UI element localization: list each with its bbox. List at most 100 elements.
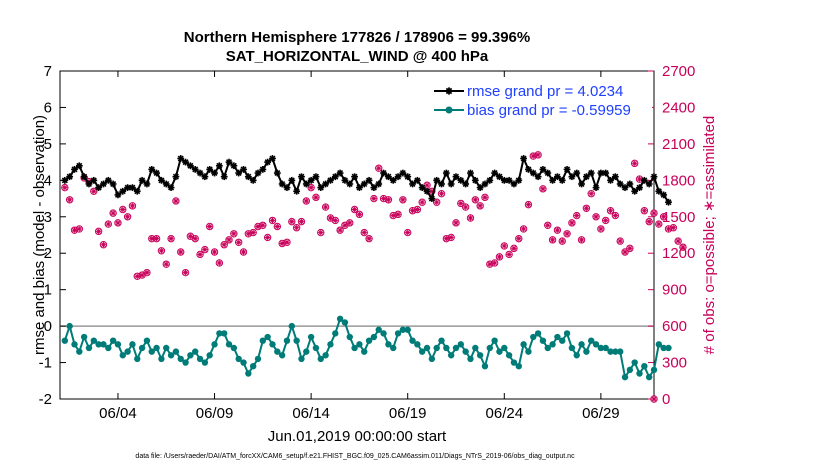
bias-point [385,341,392,348]
rmse-point [582,173,590,181]
obs-assimilated-point [303,198,309,204]
obs-assimilated-point [661,214,667,220]
obs-possible-point [210,248,219,256]
obs-assimilated-point [496,254,503,260]
bias-point [206,352,213,359]
rmse-point [307,176,315,184]
obs-possible-point [114,219,122,227]
bias-point [544,344,551,352]
rmse-point [544,169,552,177]
rmse-point [269,155,276,162]
obs-possible-point [640,207,649,215]
obs-assimilated-point [390,212,396,219]
obs-assimilated-point [187,233,193,239]
obs-assimilated-point [467,215,474,221]
rmse-point [177,155,185,162]
obs-assimilated-point [598,226,604,232]
bias-point [655,341,663,348]
rmse-point [433,176,441,184]
bias-point [641,363,648,370]
obs-possible-point [65,196,74,204]
y-left-tick-label: -1 [39,355,52,372]
bias-point [158,355,165,363]
legend: rmse grand pr = 4.0234 bias grand pr = -… [428,78,652,124]
bias-point [235,355,242,363]
rmse-point [636,184,643,192]
bias-point [588,337,595,344]
legend-rmse-star [445,87,453,95]
bias-point [322,352,329,359]
rmse-point [500,176,508,184]
bias-point [467,355,474,363]
bias-point [148,348,155,355]
obs-possible-point [355,210,364,219]
bias-point [457,341,465,348]
obs-assimilated-point [516,236,522,242]
obs-possible-point [471,196,480,204]
bias-point [665,344,672,352]
bias-point [66,322,73,330]
obs-assimilated-point [361,229,367,236]
obs-assimilated-point [545,222,551,228]
bias-point [409,337,416,344]
obs-assimilated-point [371,195,377,202]
bias-point [645,373,653,381]
obs-assimilated-point [168,236,174,242]
rmse-point [471,176,479,184]
obs-possible-point [331,216,339,225]
obs-assimilated-point [342,222,348,228]
obs-possible-point [119,205,127,214]
bias-point [327,341,334,348]
bias-point [201,359,209,366]
rmse-point [554,173,561,181]
rmse-point [322,180,330,188]
bias-point [307,333,315,341]
obs-assimilated-point [569,220,575,226]
rmse-point [138,176,146,184]
obs-assimilated-point [578,237,585,243]
rmse-point [365,176,373,184]
bias-point [539,337,547,344]
bias-point [341,319,349,326]
obs-assimilated-point [207,223,213,230]
legend-bias-label: bias grand pr = -0.59959 [467,102,631,119]
rmse-point [71,166,78,173]
bias-point [71,341,78,348]
rmse-point [215,162,223,170]
obs-possible-point [597,225,605,233]
bias-point [486,344,494,352]
rmse-point [510,180,518,188]
rmse-point [655,187,663,195]
obs-assimilated-point [414,206,420,213]
obs-possible-point [375,164,383,172]
obs-possible-point [90,187,98,195]
obs-possible-point [418,198,426,206]
rmse-point [254,169,262,177]
x-tick-label: 06/14 [292,405,330,422]
bias-point [631,359,638,366]
obs-assimilated-point [125,214,131,220]
obs-possible-point [312,193,320,202]
obs-possible-point [263,233,272,242]
bias-point [404,326,411,333]
obs-possible-point [346,219,354,227]
y-axis-right-label: # of obs: o=possible; ∗=assimilated [701,116,718,355]
rmse-point [235,169,243,177]
obs-assimilated-point [216,260,222,266]
obs-assimilated-point [583,205,589,211]
bias-point [549,341,556,348]
bias-point [293,337,300,344]
bias-point [105,344,112,352]
rmse-point [587,169,595,177]
bias-point [356,341,363,348]
obs-assimilated-point [67,197,73,203]
obs-assimilated-point [366,236,372,242]
obs-assimilated-point [178,249,184,255]
rmse-point [631,187,639,195]
bias-point [592,341,600,348]
rmse-point [360,180,368,188]
obs-possible-point [592,213,600,221]
bias-point [612,348,619,355]
obs-possible-point [481,193,489,202]
x-tick-label: 06/24 [486,405,524,422]
